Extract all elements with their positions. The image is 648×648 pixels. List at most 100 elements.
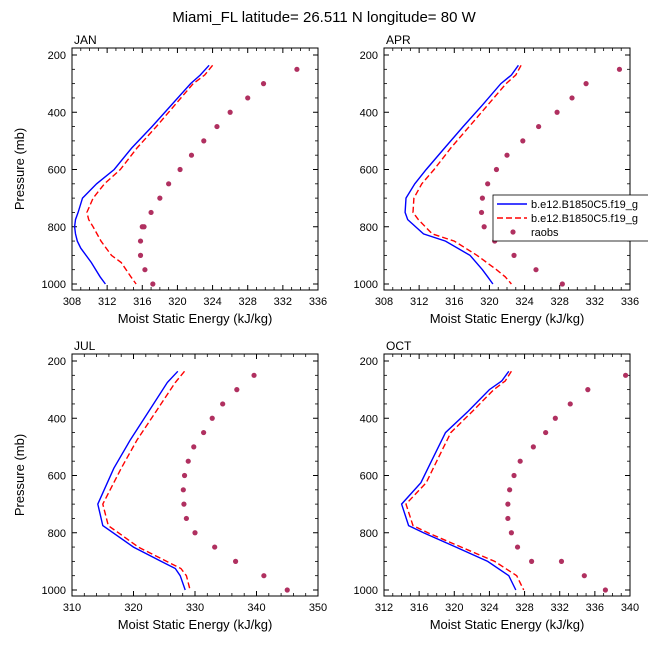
y-tick-label: 200: [48, 50, 66, 62]
raobs-point: [142, 267, 148, 273]
panel-apr: APR 308 312 316 320 324 328 332 336 200 400 600 800 1…: [354, 33, 640, 326]
y-tick-label: 600: [48, 471, 66, 483]
raobs-point: [227, 109, 233, 115]
x-tick-label: 340: [247, 602, 265, 614]
x-tick-label: 312: [410, 296, 428, 308]
raobs-point: [567, 401, 573, 407]
raobs-point: [558, 558, 565, 564]
raobs-point: [251, 372, 257, 378]
raobs-point: [260, 81, 267, 87]
raobs-point: [209, 415, 215, 421]
raobs-point: [188, 152, 195, 158]
plot-frame: [71, 47, 319, 291]
x-tick-label: 336: [309, 296, 327, 308]
panels: JAN 308 312 316 320 324 328 332 336 200 400 600 800 1…: [12, 33, 639, 632]
raobs-point: [185, 458, 191, 464]
x-tick-label: 332: [551, 602, 569, 614]
raobs-point: [585, 387, 591, 393]
y-tick-label: 200: [360, 50, 378, 62]
raobs-point: [212, 544, 218, 550]
y-tick-label: 1000: [354, 585, 378, 597]
x-tick-label: 328: [515, 602, 533, 614]
raobs-point: [514, 544, 521, 550]
panel-jan: JAN 308 312 316 320 324 328 332 336 200 400 600 800 1…: [12, 33, 327, 326]
x-tick-label: 336: [621, 296, 639, 308]
x-tick-label: 336: [586, 602, 604, 614]
raobs-point: [602, 587, 609, 593]
series-line-solid: [404, 64, 519, 285]
y-tick-label: 1000: [42, 279, 66, 291]
raobs-point: [559, 281, 565, 287]
raobs-point: [505, 515, 511, 522]
panel-oct: OCT 312 316 320 324 328 332 336 340 200 400 600 800 1…: [354, 339, 640, 632]
y-tick-label: 200: [360, 356, 378, 368]
raobs-point: [294, 66, 300, 72]
raobs-point: [234, 387, 240, 393]
x-axis-label: Moist Static Energy (kJ/kg): [118, 617, 273, 632]
series-line-solid: [73, 64, 210, 285]
raobs-point: [139, 224, 145, 230]
panel-label: JAN: [74, 33, 97, 47]
y-axis-label: Pressure (mb): [12, 434, 27, 516]
x-tick-label: 308: [63, 296, 81, 308]
x-tick-label: 324: [480, 602, 498, 614]
y-tick-label: 600: [360, 165, 378, 177]
x-tick-label: 324: [203, 296, 221, 308]
series-line-dashed: [86, 64, 214, 285]
raobs-point: [166, 181, 172, 187]
series-line-dashed: [405, 370, 525, 591]
raobs-point: [201, 138, 207, 144]
panel-label: JUL: [74, 339, 96, 353]
raobs-point: [177, 166, 183, 173]
y-tick-label: 800: [48, 222, 66, 234]
raobs-point: [533, 267, 539, 273]
raobs-point: [485, 181, 491, 187]
x-tick-label: 324: [515, 296, 533, 308]
plot-frame: [383, 47, 631, 291]
x-tick-label: 312: [98, 296, 116, 308]
raobs-point: [481, 224, 487, 230]
raobs-point: [554, 109, 560, 115]
raobs-point: [543, 429, 549, 436]
x-tick-label: 316: [410, 602, 428, 614]
legend: b.e12.B1850C5.f19_g b.e12.B1850C5.f19_gra…: [492, 194, 648, 242]
legend-entry-label: b.e12.B1850C5.f19_g: [531, 199, 638, 211]
y-tick-label: 600: [48, 165, 66, 177]
plot-frame: [383, 353, 631, 597]
raobs-point: [261, 573, 267, 579]
legend-marker: [510, 229, 516, 235]
x-tick-label: 330: [186, 602, 204, 614]
x-tick-label: 328: [551, 296, 569, 308]
y-tick-label: 600: [360, 471, 378, 483]
series-line-solid: [400, 370, 517, 591]
raobs-point: [157, 195, 163, 201]
legend-entry-label: raobs: [531, 227, 559, 239]
raobs-point: [181, 472, 188, 479]
series-line-dashed: [102, 370, 191, 591]
x-tick-label: 320: [480, 296, 498, 308]
raobs-point: [284, 587, 290, 593]
series-line-dashed: [412, 64, 522, 285]
y-tick-label: 1000: [42, 585, 66, 597]
x-tick-label: 340: [621, 602, 639, 614]
raobs-point: [511, 252, 517, 258]
raobs-point: [511, 472, 517, 479]
raobs-point: [180, 487, 186, 493]
y-tick-label: 800: [48, 528, 66, 540]
raobs-point: [583, 81, 589, 87]
raobs-point: [478, 209, 485, 216]
raobs-point: [245, 95, 251, 101]
raobs-point: [137, 252, 144, 258]
y-tick-label: 400: [360, 413, 378, 425]
x-axis-label: Moist Static Energy (kJ/kg): [430, 617, 585, 632]
x-tick-label: 316: [445, 296, 463, 308]
raobs-point: [536, 123, 542, 130]
x-tick-label: 308: [375, 296, 393, 308]
panel-jul: JUL 310 320 330 340 350 200 400 600 800 1000 Moist …: [12, 339, 327, 632]
raobs-point: [530, 444, 536, 450]
panel-label: APR: [386, 33, 411, 47]
x-axis-label: Moist Static Energy (kJ/kg): [430, 311, 585, 326]
raobs-point: [508, 530, 514, 536]
y-axis-label: Pressure (mb): [12, 128, 27, 210]
